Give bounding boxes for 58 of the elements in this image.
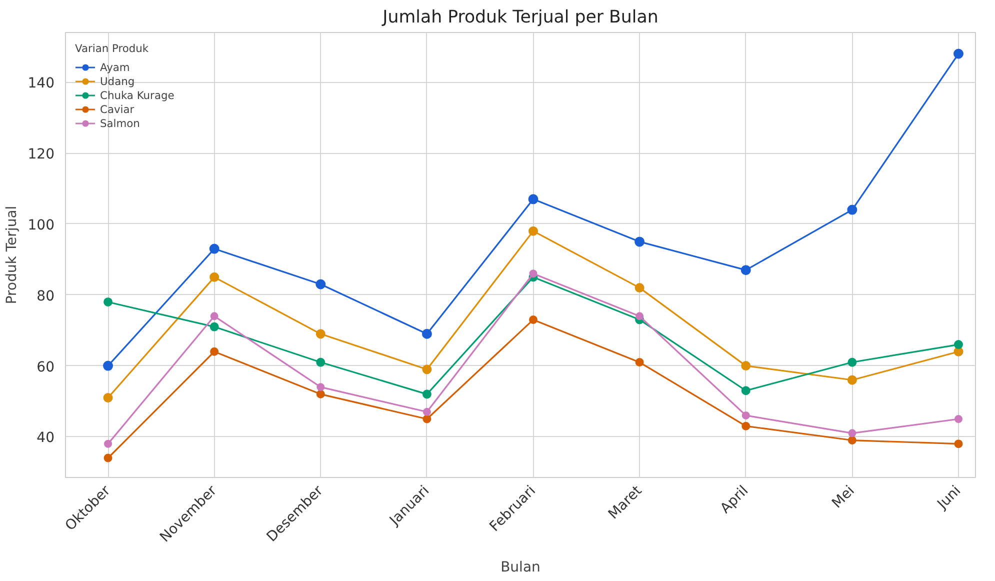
point: [847, 204, 858, 215]
point: [209, 244, 220, 254]
point: [740, 265, 751, 276]
point: [848, 358, 857, 367]
point: [316, 358, 326, 367]
y-axis-title: Produk Terjual: [4, 206, 20, 304]
point: [848, 436, 856, 445]
point: [316, 390, 325, 398]
point: [210, 322, 219, 332]
y-tick-label: 80: [36, 288, 55, 304]
point: [104, 297, 113, 306]
legend-label: Udang: [100, 74, 135, 88]
point: [742, 411, 750, 420]
point: [210, 312, 218, 320]
y-tick-label: 120: [28, 146, 55, 163]
chart-title: Jumlah Produk Terjual per Bulan: [382, 8, 658, 28]
legend-label: Chuka Kurage: [100, 88, 174, 102]
point: [316, 329, 326, 339]
point: [422, 328, 432, 339]
point: [316, 383, 325, 392]
point: [422, 414, 432, 424]
point: [953, 48, 964, 59]
point: [636, 312, 644, 320]
point: [635, 358, 644, 367]
point: [954, 340, 963, 350]
point: [634, 283, 644, 293]
point: [528, 226, 538, 236]
point: [104, 440, 112, 448]
point: [103, 392, 113, 402]
point: [954, 440, 963, 448]
point: [528, 194, 538, 204]
y-tick-label: 140: [28, 76, 55, 92]
legend-label: Ayam: [100, 60, 130, 74]
legend-label: Salmon: [100, 116, 140, 130]
point: [210, 272, 220, 282]
legend-label: Caviar: [100, 102, 134, 116]
x-tick-label: Mei: [829, 482, 858, 512]
y-tick-label: 60: [36, 359, 55, 376]
y-tick-label: 100: [28, 217, 55, 234]
point: [529, 270, 538, 278]
point: [954, 415, 962, 423]
x-axis-title: Bulan: [500, 559, 540, 576]
point: [422, 408, 431, 416]
legend-title: Varian Produk: [75, 42, 150, 55]
point: [529, 315, 538, 324]
point: [741, 361, 751, 371]
y-tick-label: 40: [36, 430, 55, 446]
point: [422, 390, 432, 399]
point: [210, 347, 219, 356]
point: [741, 386, 750, 396]
point: [848, 429, 856, 438]
point: [316, 279, 326, 290]
point: [847, 375, 857, 385]
point: [422, 364, 432, 374]
point: [634, 236, 645, 247]
point: [104, 454, 112, 462]
point: [742, 422, 750, 430]
point: [103, 360, 114, 371]
